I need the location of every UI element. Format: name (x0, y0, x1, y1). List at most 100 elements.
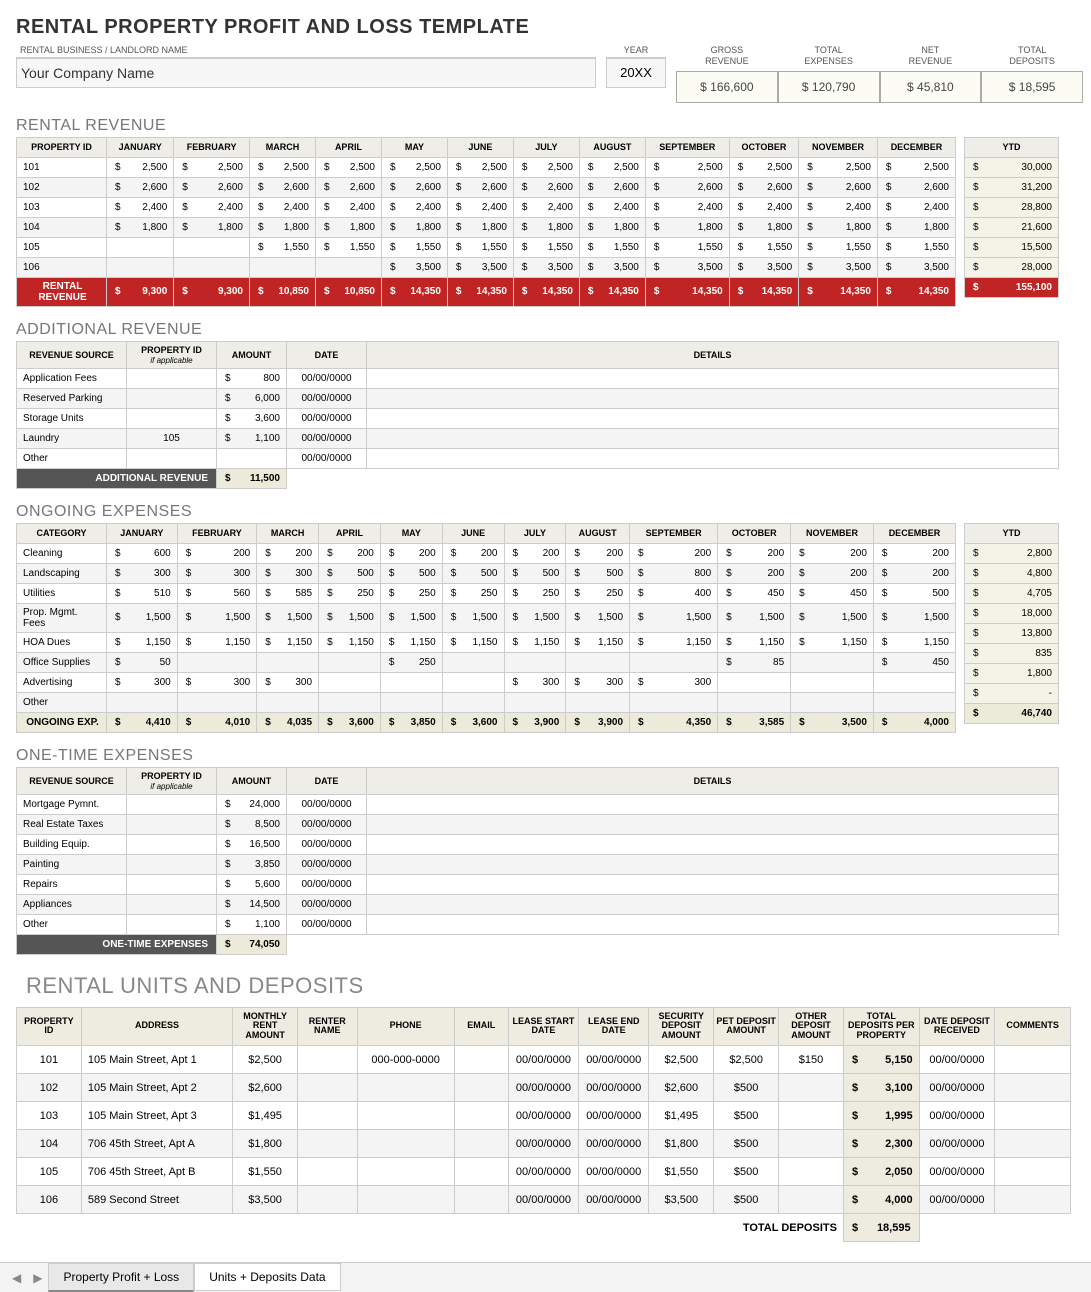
cell[interactable]: $1,550 (729, 237, 798, 257)
cell[interactable]: $200 (566, 543, 630, 563)
unit-comments[interactable] (995, 1186, 1071, 1214)
unit-pet-dep[interactable]: $500 (714, 1186, 779, 1214)
unit-rent[interactable]: $2,600 (233, 1074, 298, 1102)
unit-dep-date[interactable]: 00/00/0000 (919, 1102, 995, 1130)
cell[interactable] (718, 672, 791, 692)
cell[interactable]: $1,500 (504, 603, 566, 632)
cell[interactable]: $1,800 (877, 217, 955, 237)
unit-pet-dep[interactable]: $500 (714, 1158, 779, 1186)
list-amount[interactable]: $6,000 (217, 388, 287, 408)
cell[interactable]: $2,400 (249, 197, 315, 217)
unit-rent[interactable]: $2,500 (233, 1046, 298, 1074)
cell[interactable]: $200 (791, 563, 874, 583)
cell[interactable]: $200 (718, 543, 791, 563)
unit-sec-dep[interactable]: $1,495 (649, 1102, 714, 1130)
cell[interactable]: $1,500 (319, 603, 381, 632)
unit-lease-start[interactable]: 00/00/0000 (508, 1130, 578, 1158)
cell[interactable] (257, 692, 319, 712)
cell[interactable]: $2,500 (381, 157, 447, 177)
cell[interactable]: $3,500 (799, 257, 878, 277)
cell[interactable]: $500 (873, 583, 955, 603)
cell[interactable]: $200 (177, 543, 257, 563)
list-pid[interactable]: 105 (127, 428, 217, 448)
cell[interactable]: $1,150 (319, 632, 381, 652)
cell[interactable]: $200 (630, 543, 718, 563)
list-details[interactable] (367, 368, 1059, 388)
unit-sec-dep[interactable]: $3,500 (649, 1186, 714, 1214)
cell[interactable]: $3,500 (579, 257, 645, 277)
cell[interactable]: $200 (791, 543, 874, 563)
cell[interactable]: $1,800 (513, 217, 579, 237)
cell[interactable]: $2,600 (381, 177, 447, 197)
cell[interactable]: $1,500 (257, 603, 319, 632)
unit-lease-end[interactable]: 00/00/0000 (579, 1102, 649, 1130)
cell[interactable]: $600 (107, 543, 178, 563)
cell[interactable]: $560 (177, 583, 257, 603)
unit-address[interactable]: 706 45th Street, Apt B (81, 1158, 232, 1186)
cell[interactable] (718, 692, 791, 712)
cell[interactable]: $2,400 (174, 197, 250, 217)
year-value[interactable]: 20XX (606, 58, 666, 88)
cell[interactable]: $1,800 (249, 217, 315, 237)
cell[interactable]: $2,500 (799, 157, 878, 177)
cell[interactable]: $2,400 (447, 197, 513, 217)
list-date[interactable]: 00/00/0000 (287, 428, 367, 448)
list-details[interactable] (367, 408, 1059, 428)
cell[interactable]: $1,800 (315, 217, 381, 237)
cell[interactable]: $1,150 (177, 632, 257, 652)
cell[interactable]: $3,500 (729, 257, 798, 277)
unit-renter[interactable] (298, 1158, 357, 1186)
unit-other-dep[interactable] (779, 1186, 844, 1214)
cell[interactable]: $3,500 (645, 257, 729, 277)
cell[interactable]: $200 (257, 543, 319, 563)
cell[interactable]: $300 (107, 672, 178, 692)
unit-comments[interactable] (995, 1158, 1071, 1186)
list-amount[interactable]: $5,600 (217, 874, 287, 894)
list-details[interactable] (367, 794, 1059, 814)
cell[interactable]: $2,500 (877, 157, 955, 177)
unit-comments[interactable] (995, 1046, 1071, 1074)
list-date[interactable]: 00/00/0000 (287, 388, 367, 408)
unit-lease-start[interactable]: 00/00/0000 (508, 1186, 578, 1214)
cell[interactable]: $2,600 (174, 177, 250, 197)
unit-email[interactable] (454, 1102, 508, 1130)
cell[interactable] (442, 652, 504, 672)
list-details[interactable] (367, 428, 1059, 448)
cell[interactable]: $1,500 (442, 603, 504, 632)
cell[interactable] (380, 692, 442, 712)
cell[interactable]: $2,400 (381, 197, 447, 217)
unit-rent[interactable]: $1,495 (233, 1102, 298, 1130)
unit-address[interactable]: 706 45th Street, Apt A (81, 1130, 232, 1158)
cell[interactable]: $200 (442, 543, 504, 563)
cell[interactable]: $1,500 (177, 603, 257, 632)
list-date[interactable]: 00/00/0000 (287, 448, 367, 468)
cell[interactable]: $1,500 (630, 603, 718, 632)
cell[interactable] (566, 692, 630, 712)
unit-comments[interactable] (995, 1102, 1071, 1130)
unit-other-dep[interactable] (779, 1158, 844, 1186)
cell[interactable]: $250 (319, 583, 381, 603)
cell[interactable]: $1,550 (513, 237, 579, 257)
list-pid[interactable] (127, 894, 217, 914)
list-amount[interactable]: $800 (217, 368, 287, 388)
list-pid[interactable] (127, 368, 217, 388)
cell[interactable] (380, 672, 442, 692)
cell[interactable]: $3,500 (381, 257, 447, 277)
cell[interactable] (873, 692, 955, 712)
cell[interactable]: $1,550 (645, 237, 729, 257)
cell[interactable] (107, 237, 174, 257)
cell[interactable]: $250 (504, 583, 566, 603)
cell[interactable]: $2,500 (447, 157, 513, 177)
cell[interactable]: $2,400 (315, 197, 381, 217)
cell[interactable]: $2,600 (513, 177, 579, 197)
list-pid[interactable] (127, 388, 217, 408)
unit-dep-date[interactable]: 00/00/0000 (919, 1074, 995, 1102)
cell[interactable]: $1,500 (107, 603, 178, 632)
cell[interactable] (442, 672, 504, 692)
cell[interactable]: $2,600 (729, 177, 798, 197)
cell[interactable]: $1,800 (579, 217, 645, 237)
cell[interactable]: $2,400 (729, 197, 798, 217)
list-details[interactable] (367, 834, 1059, 854)
cell[interactable]: $1,800 (107, 217, 174, 237)
cell[interactable] (791, 692, 874, 712)
